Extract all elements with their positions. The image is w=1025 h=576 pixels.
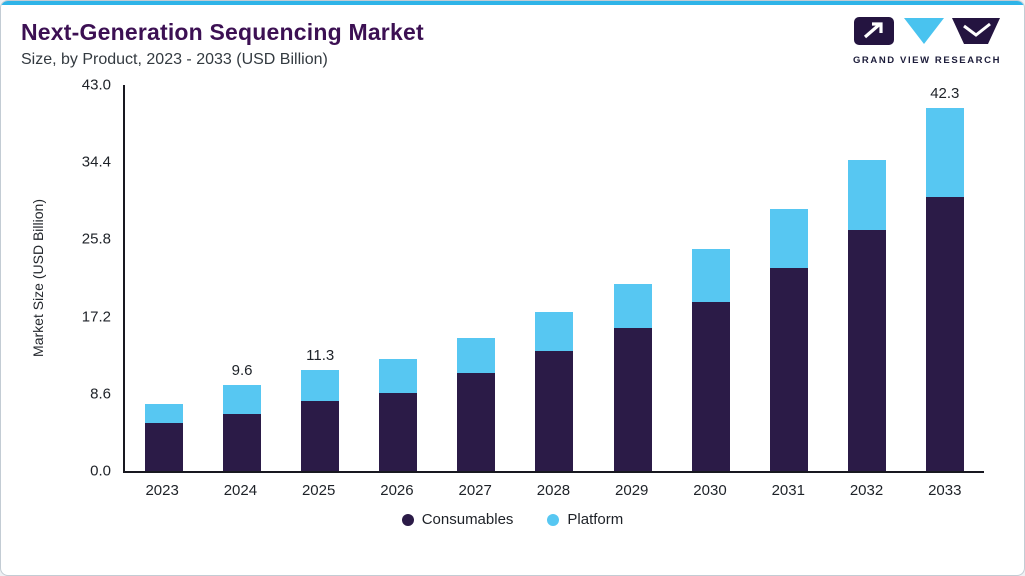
bar-segment-consumables (145, 423, 184, 471)
bar-column-2026 (379, 85, 418, 471)
x-tick-label: 2026 (380, 482, 414, 499)
chart-legend: Consumables Platform (1, 511, 1024, 528)
bar-column-2025: 11.3 (301, 85, 340, 471)
y-axis-ticks: 0.0 8.6 17.2 25.8 34.4 43.0 (55, 77, 123, 480)
bar-segment-consumables (223, 413, 262, 471)
x-tick-label: 2027 (458, 482, 492, 499)
x-tick-label: 2031 (771, 482, 805, 499)
bar-segment-consumables (691, 302, 730, 471)
bar-column-2024: 9.6 (223, 85, 262, 471)
bar-segment-consumables (769, 268, 808, 471)
chart-subtitle: Size, by Product, 2023 - 2033 (USD Billi… (21, 51, 328, 68)
x-tick-label: 2028 (536, 482, 571, 499)
bar-segment-consumables (379, 392, 418, 471)
plot-column: 9.6 11.3 42.3 2023 2024 2025 2026 2027 2028 2029… (123, 85, 984, 499)
legend-item-consumables: Consumables (401, 511, 514, 528)
bar-value-label: 42.3 (930, 85, 960, 102)
bar-segment-platform (301, 369, 340, 401)
y-tick-label: 25.8 (81, 230, 111, 248)
page-title: Next-Generation Sequencing Market (21, 19, 424, 45)
chart-header: Next-Generation Sequencing Market Size, … (1, 5, 1024, 69)
x-axis-labels: 2023 2024 2025 2026 2027 2028 2029 2030 2031 2032… (123, 482, 984, 499)
bar-column-2029 (613, 85, 652, 471)
logo-wordmark: GRAND VIEW RESEARCH (852, 55, 1002, 66)
bar-segment-platform (535, 312, 574, 351)
bar-value-label: 9.6 (231, 361, 253, 379)
bar-segment-platform (691, 249, 730, 303)
bar-column-2033: 42.3 (925, 85, 964, 471)
x-tick-label: 2029 (615, 482, 649, 499)
bar-column-2031 (769, 85, 808, 471)
y-tick-label: 34.4 (81, 153, 111, 171)
legend-dot-icon (401, 513, 414, 526)
y-tick-label: 0.0 (90, 462, 111, 480)
bar-segment-platform (379, 358, 418, 393)
bar-segment-platform (223, 384, 262, 414)
chart-area: Market Size (USD Billion) 0.0 8.6 17.2 25.8… (1, 77, 1024, 499)
bar-value-label: 11.3 (306, 346, 335, 364)
bar-segment-consumables (925, 197, 964, 471)
y-tick-label: 17.2 (81, 308, 111, 326)
grand-view-research-logo: GRAND VIEW RESEARCH (852, 15, 1002, 66)
bar-segment-platform (769, 208, 808, 269)
bar-segment-platform (925, 108, 964, 198)
legend-label: Platform (567, 511, 624, 528)
bar-segment-consumables (535, 350, 574, 471)
bar-segment-platform (457, 338, 496, 374)
y-axis-label-column: Market Size (USD Billion) (21, 85, 55, 471)
bar-column-2027 (457, 85, 496, 471)
bar-column-2023 (145, 85, 184, 471)
bar-column-2028 (535, 85, 574, 471)
bar-segment-platform (145, 403, 184, 424)
bar-segment-consumables (457, 373, 496, 471)
x-tick-label: 2025 (301, 482, 336, 499)
logo-shapes-icon (854, 17, 1000, 45)
x-tick-label: 2033 (928, 482, 962, 499)
x-tick-label: 2032 (849, 482, 884, 499)
legend-label: Consumables (421, 511, 514, 528)
x-tick-label: 2030 (693, 482, 727, 499)
x-tick-label: 2023 (145, 482, 179, 499)
bar-column-2030 (691, 85, 730, 471)
x-tick-label: 2024 (223, 482, 258, 499)
bar-segment-consumables (847, 229, 886, 471)
bar-segment-platform (847, 159, 886, 230)
bar-segment-consumables (613, 328, 652, 471)
y-axis-label: Market Size (USD Billion) (30, 199, 46, 357)
y-tick-label: 43.0 (81, 76, 111, 94)
top-accent-bar (1, 1, 1024, 5)
legend-dot-icon (547, 513, 560, 526)
bar-segment-platform (613, 284, 652, 329)
bar-segment-consumables (301, 400, 340, 471)
bar-column-2032 (847, 85, 886, 471)
y-tick-label: 8.6 (90, 385, 111, 403)
plot-region: 9.6 11.3 42.3 (123, 85, 984, 473)
legend-item-platform: Platform (547, 511, 623, 528)
